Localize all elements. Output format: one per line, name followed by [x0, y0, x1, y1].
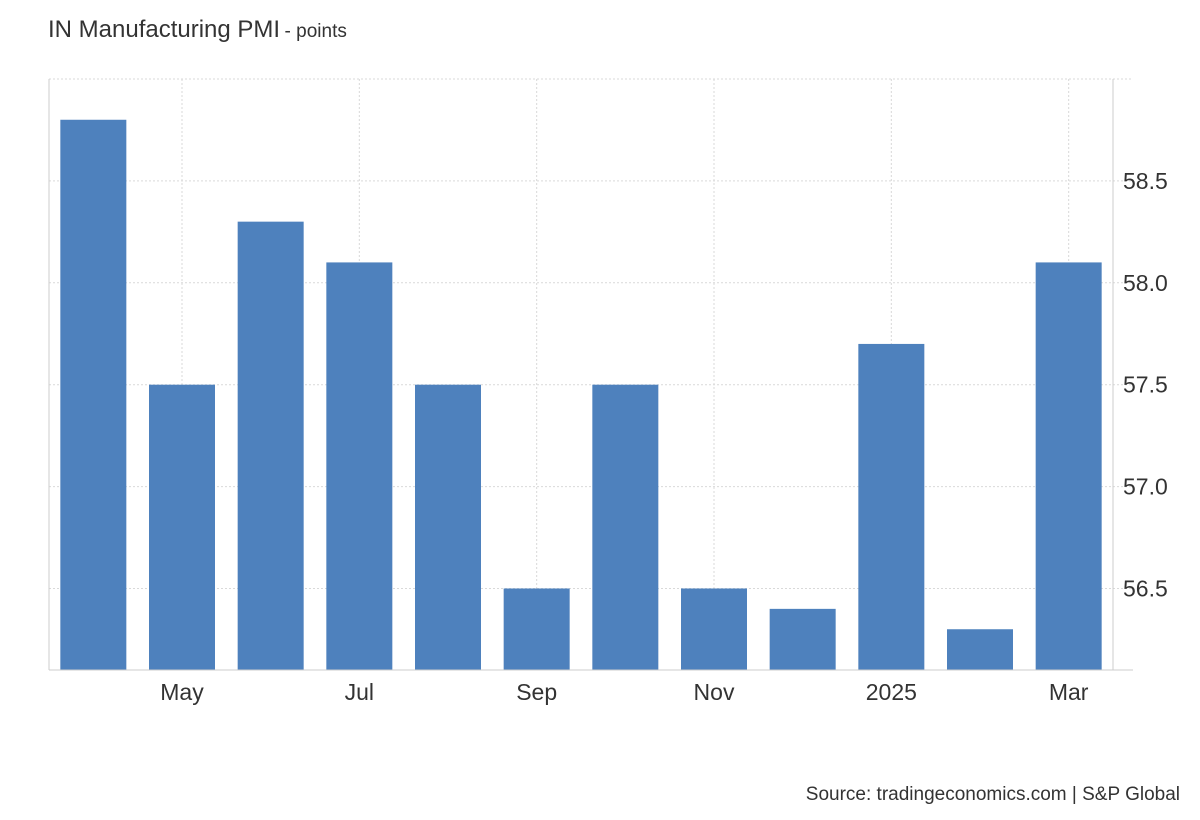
bar — [503, 588, 570, 670]
x-tick-label: 2025 — [866, 679, 917, 705]
x-tick-label: Mar — [1049, 679, 1089, 705]
x-tick-labels: May Jul Sep Nov 2025 Mar — [160, 679, 1089, 705]
bars — [60, 119, 1102, 671]
bar — [858, 343, 925, 670]
bar — [681, 588, 747, 670]
y-tick-labels: 56.5 57.0 57.5 58.0 58.5 — [1123, 168, 1168, 602]
x-tick-label: May — [160, 679, 204, 705]
bar — [415, 384, 481, 670]
bar — [592, 384, 659, 670]
y-tick-label: 57.5 — [1123, 372, 1168, 398]
bar — [326, 262, 393, 670]
bar — [769, 608, 836, 670]
bar — [947, 629, 1013, 670]
bar — [149, 384, 215, 670]
axes — [48, 79, 1133, 671]
x-tick-label: Sep — [516, 679, 557, 705]
bar-chart: May Jul Sep Nov 2025 Mar 56.5 57.0 57.5 58.0 58.5 — [48, 78, 1168, 705]
y-tick-label: 58.5 — [1123, 168, 1168, 194]
bar — [237, 221, 304, 671]
y-tick-label: 58.0 — [1123, 270, 1168, 296]
source-note: Source: tradingeconomics.com | S&P Globa… — [805, 784, 1180, 805]
y-tick-label: 57.0 — [1123, 474, 1168, 500]
chart-title: IN Manufacturing PMI - points — [48, 16, 347, 44]
chart-subtitle: - points — [284, 21, 347, 42]
y-tick-label: 56.5 — [1123, 575, 1168, 601]
x-tick-label: Jul — [345, 679, 374, 705]
bar — [60, 119, 127, 671]
chart-title-text: IN Manufacturing PMI — [48, 16, 281, 43]
bar — [1035, 262, 1102, 670]
x-tick-label: Nov — [694, 679, 735, 705]
